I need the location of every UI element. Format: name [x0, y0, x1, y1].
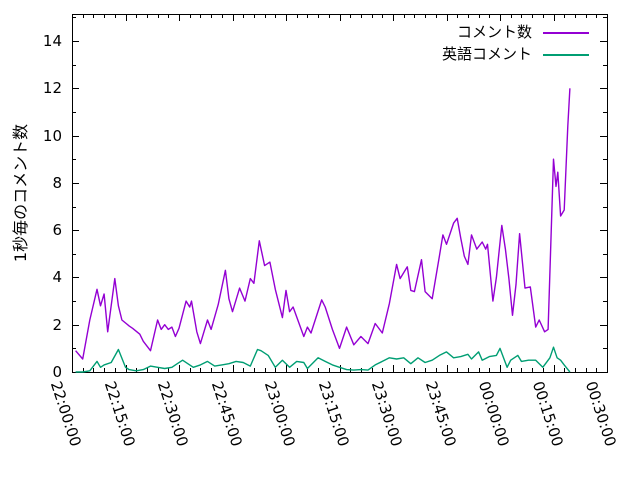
y-tick-label: 2 [52, 315, 62, 334]
y-tick-label: 4 [52, 268, 62, 287]
legend-label-english-comments: 英語コメント [441, 44, 532, 63]
legend-item-english-comments: 英語コメント [442, 42, 589, 64]
legend-label-comment-count: コメント数 [456, 22, 532, 41]
series-line-0 [75, 88, 571, 360]
legend-item-comment-count: コメント数 [442, 20, 589, 42]
y-tick-label: 8 [52, 173, 62, 192]
plot-border [72, 14, 608, 373]
y-tick-label: 0 [52, 363, 62, 381]
y-tick-label: 6 [52, 221, 62, 240]
y-tick-label: 14 [42, 32, 62, 50]
legend-line-swatch-green [543, 53, 589, 56]
legend-line-swatch-purple [543, 31, 589, 34]
y-tick-label: 12 [42, 79, 62, 98]
legend: コメント数 英語コメント [442, 20, 589, 64]
series-line-1 [75, 346, 571, 373]
y-tick-label: 10 [42, 126, 62, 145]
